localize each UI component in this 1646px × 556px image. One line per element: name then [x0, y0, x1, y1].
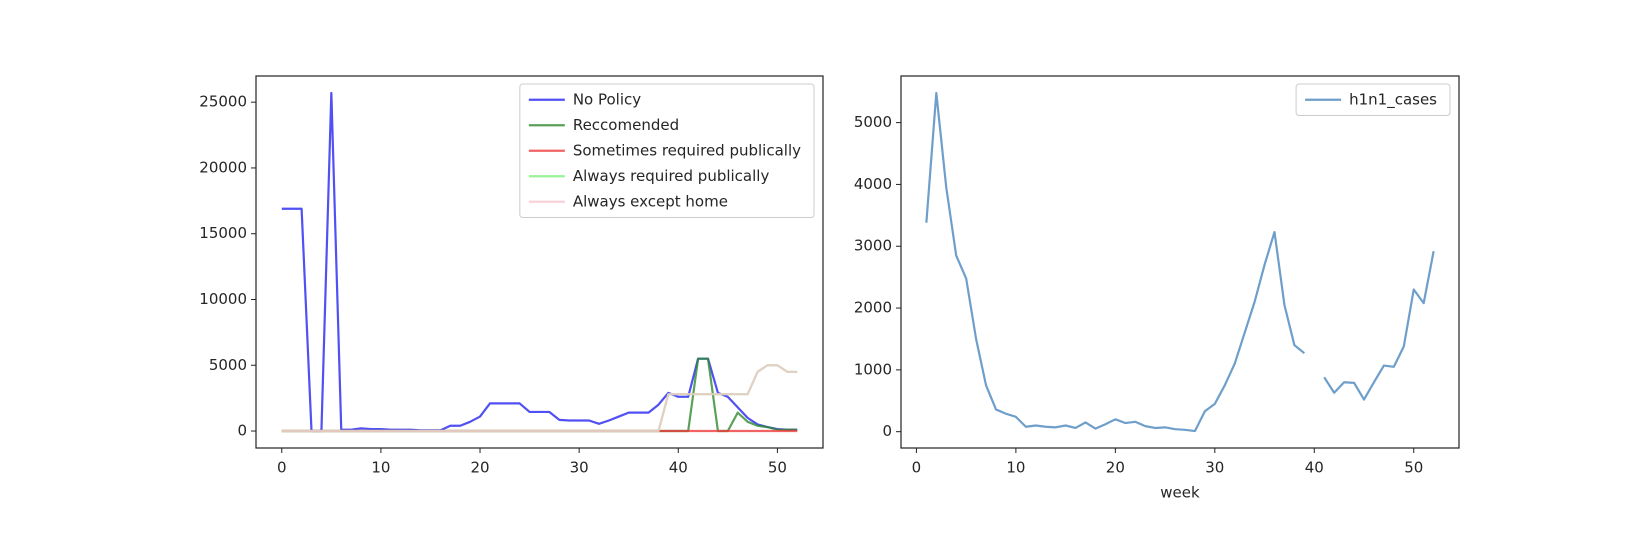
x-tick-label: 30 [570, 459, 589, 477]
x-tick-label: 40 [669, 459, 688, 477]
x-tick-label: 50 [1404, 459, 1423, 477]
line-series [281, 364, 798, 433]
y-tick-label: 15000 [199, 224, 247, 242]
line-series [281, 364, 798, 433]
y-tick-label: 0 [237, 422, 247, 440]
legend-label: Always except home [573, 192, 728, 210]
axes-frame [900, 75, 1460, 449]
legend-label: No Policy [573, 90, 641, 108]
x-tick-label: 20 [470, 459, 489, 477]
legend-label: Reccomended [573, 116, 679, 134]
x-axis-label: week [1160, 484, 1200, 502]
line-series [281, 91, 798, 433]
legend: No Policy Reccomended Sometimes required p… [519, 83, 815, 218]
legend-label: Sometimes required publically [573, 141, 801, 159]
axes-frame [255, 75, 824, 449]
y-tick-label: 2000 [854, 299, 892, 317]
x-tick-label: 30 [1205, 459, 1224, 477]
y-tick-label: 1000 [854, 360, 892, 378]
x-tick-label: 40 [1305, 459, 1324, 477]
y-tick-label: 20000 [199, 158, 247, 176]
y-tick-label: 5000 [209, 356, 247, 374]
plot-area [281, 91, 798, 433]
legend: h1n1_cases [1295, 83, 1451, 116]
x-tick-label: 10 [371, 459, 390, 477]
legend-box [1295, 83, 1451, 116]
line-series [925, 91, 1435, 433]
x-tick-label: 20 [1106, 459, 1125, 477]
y-tick-label: 3000 [854, 237, 892, 255]
subplot: 0 1000 2000 3000 4000 5000 0 10 20 30 40 50 week h1n1… [854, 75, 1460, 502]
y-tick-label: 5000 [854, 113, 892, 131]
x-tick-label: 10 [1006, 459, 1025, 477]
x-tick-label: 0 [277, 459, 287, 477]
y-tick-label: 10000 [199, 290, 247, 308]
legend-label: h1n1_cases [1349, 90, 1437, 109]
legend-label: Always required publically [573, 167, 770, 185]
plot-area [925, 91, 1435, 433]
y-tick-label: 25000 [199, 93, 247, 111]
legend-box [519, 83, 815, 218]
x-tick-label: 0 [912, 459, 922, 477]
y-tick-label: 4000 [854, 175, 892, 193]
y-tick-label: 0 [882, 422, 892, 440]
x-tick-label: 50 [768, 459, 787, 477]
subplot: 0 5000 10000 15000 20000 25000 0 10 20 30 40 50 No P… [199, 75, 824, 477]
